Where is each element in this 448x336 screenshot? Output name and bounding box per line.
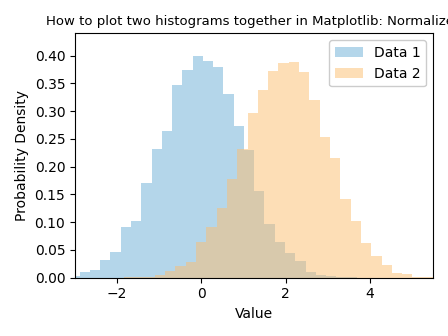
- Bar: [176, 266, 186, 278]
- Y-axis label: Probability Density: Probability Density: [15, 90, 29, 221]
- Bar: [172, 85, 182, 278]
- Bar: [392, 272, 402, 278]
- Bar: [59, 277, 69, 278]
- Bar: [237, 149, 248, 278]
- Bar: [279, 63, 289, 278]
- Bar: [196, 242, 207, 278]
- Bar: [361, 243, 371, 278]
- Bar: [134, 277, 145, 278]
- Bar: [162, 131, 172, 278]
- Bar: [275, 242, 285, 278]
- Bar: [100, 260, 111, 278]
- Bar: [423, 277, 433, 278]
- Bar: [371, 256, 382, 278]
- Bar: [351, 221, 361, 278]
- Bar: [254, 191, 264, 278]
- Bar: [402, 274, 413, 278]
- Bar: [186, 262, 196, 278]
- Bar: [285, 253, 295, 278]
- Bar: [80, 271, 90, 278]
- Bar: [306, 272, 316, 278]
- Bar: [131, 221, 141, 278]
- X-axis label: Value: Value: [235, 307, 273, 321]
- Bar: [165, 271, 176, 278]
- Bar: [145, 277, 155, 278]
- Bar: [340, 199, 351, 278]
- Bar: [227, 179, 237, 278]
- Bar: [193, 56, 203, 278]
- Bar: [248, 113, 258, 278]
- Bar: [347, 277, 357, 278]
- Bar: [299, 72, 310, 278]
- Bar: [90, 270, 100, 278]
- Bar: [141, 183, 151, 278]
- Bar: [182, 70, 193, 278]
- Bar: [289, 61, 299, 278]
- Bar: [268, 71, 279, 278]
- Bar: [258, 90, 268, 278]
- Bar: [111, 252, 121, 278]
- Bar: [124, 277, 134, 278]
- Bar: [320, 137, 330, 278]
- Bar: [203, 61, 213, 278]
- Bar: [213, 67, 224, 278]
- Bar: [413, 277, 423, 278]
- Bar: [224, 94, 234, 278]
- Legend: Data 1, Data 2: Data 1, Data 2: [329, 40, 426, 86]
- Title: How to plot two histograms together in Matplotlib: Normalized: How to plot two histograms together in M…: [46, 15, 448, 28]
- Bar: [151, 149, 162, 278]
- Bar: [244, 150, 254, 278]
- Bar: [217, 208, 227, 278]
- Bar: [326, 276, 336, 278]
- Bar: [295, 261, 306, 278]
- Bar: [155, 276, 165, 278]
- Bar: [316, 275, 326, 278]
- Bar: [330, 158, 340, 278]
- Bar: [121, 227, 131, 278]
- Bar: [207, 227, 217, 278]
- Bar: [69, 276, 80, 278]
- Bar: [264, 224, 275, 278]
- Bar: [49, 277, 59, 278]
- Bar: [310, 100, 320, 278]
- Bar: [382, 265, 392, 278]
- Bar: [234, 126, 244, 278]
